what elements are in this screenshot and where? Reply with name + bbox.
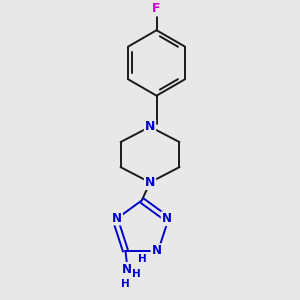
Text: N: N: [122, 263, 132, 276]
Text: N: N: [162, 212, 172, 225]
Text: N: N: [145, 176, 155, 189]
Text: H: H: [121, 280, 130, 290]
Text: N: N: [152, 244, 161, 257]
Text: H: H: [138, 254, 147, 264]
Text: H: H: [132, 269, 141, 279]
Text: F: F: [152, 2, 161, 15]
Text: N: N: [112, 212, 122, 224]
Text: N: N: [145, 120, 155, 133]
